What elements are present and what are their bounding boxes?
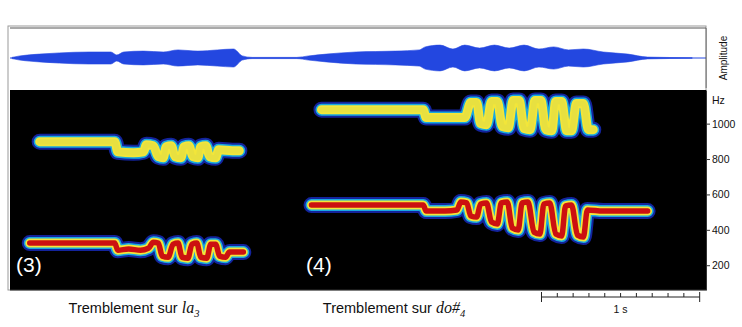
caption-octave: 3 (193, 308, 199, 319)
scale-bar-tick (541, 292, 542, 302)
scale-bar-tick (636, 293, 637, 297)
scale-bar-tick (557, 293, 558, 297)
pitch-core (321, 100, 593, 130)
y-tick-label: 400 (712, 224, 730, 236)
scale-bar-tick (573, 293, 574, 297)
scale-bar-tick (683, 293, 684, 297)
halo-cyan (311, 202, 647, 237)
caption: Tremblement sur do#4 (323, 299, 466, 319)
y-axis-title: Hz (712, 94, 725, 106)
y-tick-mark (706, 265, 710, 266)
waveform-frame (10, 28, 706, 88)
caption-text: Tremblement sur (69, 300, 182, 316)
y-tick-mark (706, 194, 710, 195)
waveform-marks (10, 45, 706, 71)
y-tick-mark (706, 159, 710, 160)
chart-root: Amplitude 200 400 600 800 1000 Hz (3) (4) Tremble… (0, 0, 742, 327)
y-axis-line (706, 91, 707, 291)
y-axis: 200 400 600 800 1000 (706, 91, 736, 291)
y-tick-label: 600 (712, 188, 730, 200)
spectrogram-marks (30, 100, 648, 258)
halo-blue (311, 202, 647, 237)
halo-cyan (40, 142, 240, 158)
caption-text: Tremblement sur (323, 300, 436, 316)
caption-note: la (182, 299, 194, 316)
y-axis-line (706, 28, 707, 88)
y-tick: 200 (706, 259, 730, 271)
waveform-envelope (12, 45, 692, 71)
panel-label: (4) (306, 253, 332, 276)
halo-yellow (321, 100, 593, 130)
y-tick: 400 (706, 224, 730, 236)
waveform-panel: Amplitude (10, 28, 729, 88)
caption-note: do# (436, 299, 461, 316)
y-tick: 1000 (706, 117, 736, 129)
pitch-core (311, 202, 647, 237)
y-tick-mark (706, 230, 710, 231)
pitch-track (30, 242, 244, 258)
pitch-track (321, 100, 593, 130)
caption: Tremblement sur la3 (69, 299, 200, 319)
halo-blue (321, 100, 593, 130)
scale-bar-tick (620, 293, 621, 297)
panel-label: (3) (16, 253, 42, 276)
halo-cyan (321, 100, 593, 130)
scale-bar-tick (652, 293, 653, 297)
pitch-core (40, 142, 240, 158)
spectrogram-background (10, 90, 706, 290)
y-tick-mark (706, 124, 710, 125)
y-tick-label: 800 (712, 153, 730, 165)
halo-yellow (40, 142, 240, 158)
caption-octave: 4 (460, 308, 466, 319)
pitch-track (40, 142, 240, 158)
frame (8, 26, 706, 290)
y-axis-title: Amplitude (718, 35, 729, 80)
pitch-track (311, 202, 647, 237)
pitch-core (30, 242, 244, 258)
halo-yellow (311, 202, 647, 237)
scale-bar-tick (604, 293, 605, 297)
scale-bar-label: 1 s (614, 303, 628, 315)
x-axis-line (10, 28, 706, 29)
halo-cyan (30, 242, 244, 258)
halo-yellow (30, 242, 244, 258)
scale-bar: 1 s (541, 292, 699, 315)
chart-svg: Amplitude 200 400 600 800 1000 Hz (3) (4) Tremble… (0, 0, 742, 327)
halo-blue (40, 142, 240, 158)
scale-bar-tick (668, 293, 669, 297)
y-tick-label: 200 (712, 259, 730, 271)
spectrogram-panel: 200 400 600 800 1000 Hz (3) (4) Tremblement sur … (10, 90, 736, 319)
y-tick-label: 1000 (712, 117, 736, 129)
y-tick: 800 (706, 153, 730, 165)
halo-blue (30, 242, 244, 258)
x-axis-line (10, 290, 706, 291)
scale-bar-tick (588, 293, 589, 297)
scale-bar-tick (699, 292, 700, 302)
y-tick: 600 (706, 188, 730, 200)
